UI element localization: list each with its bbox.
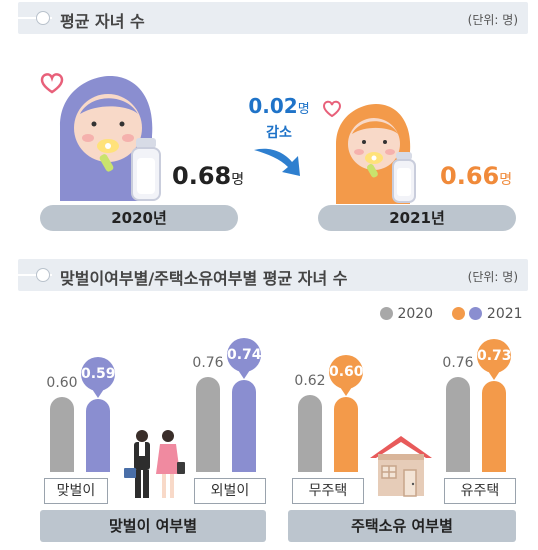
legend-label-2021: 2021 <box>486 306 523 322</box>
section1-title: 평균 자녀 수 <box>60 12 145 31</box>
legend-swatch-orange <box>452 307 465 320</box>
value-bubble-2021-무주택: 0.60 <box>329 355 364 390</box>
value-2020-number: 0.68 <box>172 162 232 190</box>
bar-2021-맞벌이 <box>86 398 110 472</box>
baby-icon <box>40 73 161 201</box>
header-line-decoration <box>18 274 52 276</box>
value-2020: 0.68명 <box>172 162 244 190</box>
value-2020-unit: 명 <box>231 172 245 188</box>
bar-2020-유주택 <box>446 377 470 472</box>
baby-bottle-icon <box>392 152 416 203</box>
bubble-tail-외벌이 <box>238 369 250 379</box>
header-dot-decoration <box>36 268 50 282</box>
bar-2020-외벌이 <box>196 377 220 472</box>
bar-2020-무주택 <box>298 394 322 472</box>
couple-icon <box>124 430 185 498</box>
decrease-label: 감소 <box>266 125 292 141</box>
header-line-decoration <box>18 17 52 19</box>
decrease-unit: 명 <box>297 102 310 117</box>
legend-swatch-purple <box>469 307 483 320</box>
value-bubble-2021-외벌이: 0.74 <box>227 337 262 372</box>
value-label-2020-유주택: 0.76 <box>442 355 474 372</box>
category-label-외벌이: 외벌이 <box>194 478 266 504</box>
legend-label-2020: 2020 <box>397 306 434 322</box>
bubble-tail-맞벌이 <box>92 388 104 398</box>
value-label-2020-맞벌이: 0.60 <box>46 375 78 392</box>
legend-2021: 2021 <box>452 306 523 322</box>
value-2021-unit: 명 <box>499 172 513 188</box>
section1-header: 평균 자녀 수 (단위: 명) <box>18 2 528 34</box>
bar-2021-유주택 <box>482 381 506 472</box>
section2-unit: (단위: 명) <box>467 270 518 284</box>
heart-icon <box>40 73 64 94</box>
value-label-2020-외벌이: 0.76 <box>192 355 224 372</box>
legend-swatch-gray <box>380 307 393 320</box>
decrease-number: 0.02 <box>248 94 298 118</box>
section2-header: 맞벌이여부별/주택소유여부별 평균 자녀 수 (단위: 명) <box>18 259 528 291</box>
header-dot-decoration <box>36 11 50 25</box>
year-pill-2020: 2020년 <box>40 205 238 231</box>
category-label-무주택: 무주택 <box>292 478 364 504</box>
value-2021: 0.66명 <box>440 162 512 190</box>
section2-title: 맞벌이여부별/주택소유여부별 평균 자녀 수 <box>60 269 348 288</box>
bubble-tail-무주택 <box>340 387 352 397</box>
pacifier-icon <box>97 139 119 172</box>
bubble-tail-유주택 <box>488 371 500 381</box>
baby-icon <box>322 100 416 204</box>
year-pill-2021: 2021년 <box>318 205 516 231</box>
value-bubble-2021-맞벌이: 0.59 <box>81 356 116 391</box>
bar-2021-외벌이 <box>232 379 256 472</box>
value-bubble-2021-유주택: 0.73 <box>477 339 512 374</box>
chart2-title: 주택소유 여부별 <box>288 510 516 542</box>
heart-icon <box>322 100 342 118</box>
decrease-value: 0.02명 <box>244 94 314 118</box>
value-2021-number: 0.66 <box>440 162 500 190</box>
baby-bottle-icon <box>131 138 161 201</box>
pacifier-icon <box>365 152 383 178</box>
legend-2020: 2020 <box>380 306 433 322</box>
chart1-title: 맞벌이 여부별 <box>40 510 266 542</box>
category-label-유주택: 유주택 <box>444 478 516 504</box>
section1-unit: (단위: 명) <box>467 13 518 27</box>
bar-2021-무주택 <box>334 397 358 472</box>
arrow-icon <box>254 148 300 176</box>
bar-2020-맞벌이 <box>50 397 74 472</box>
category-label-맞벌이: 맞벌이 <box>44 478 108 504</box>
value-label-2020-무주택: 0.62 <box>294 372 326 389</box>
house-icon <box>370 436 432 497</box>
